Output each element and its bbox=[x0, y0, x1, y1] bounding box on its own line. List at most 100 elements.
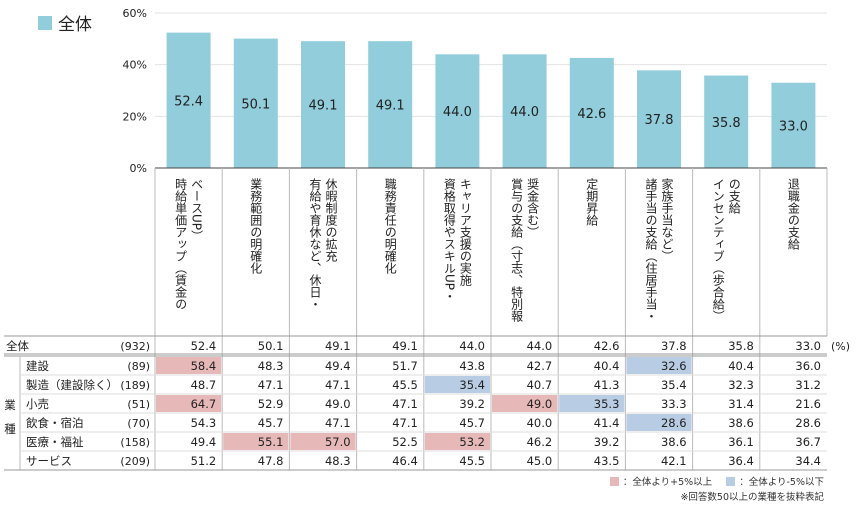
row-value: 31.2 bbox=[795, 378, 821, 392]
y-tick-label: 60% bbox=[123, 7, 147, 20]
bar bbox=[301, 41, 345, 168]
industry-group-label: 業 bbox=[4, 398, 16, 412]
row-value: 53.2 bbox=[459, 435, 485, 449]
legend-label: 全体 bbox=[58, 15, 92, 35]
row-label: サービス bbox=[26, 454, 72, 468]
row-value: 47.1 bbox=[392, 397, 418, 411]
highlight-cell-low bbox=[559, 395, 625, 412]
row-value: 64.7 bbox=[191, 397, 217, 411]
highlight-cell-high bbox=[156, 395, 222, 412]
footnote: ※回答数50以上の業種を抜粋表記 bbox=[680, 492, 824, 503]
row-value: 47.1 bbox=[325, 416, 351, 430]
row-value: 28.6 bbox=[661, 416, 687, 430]
row-label: 医療・福祉 bbox=[26, 435, 84, 449]
total-row-value: 42.6 bbox=[594, 339, 620, 353]
row-value: 51.2 bbox=[191, 454, 217, 468]
row-value: 39.2 bbox=[594, 435, 620, 449]
row-label: 製造（建設除く） bbox=[26, 378, 118, 392]
row-value: 52.5 bbox=[392, 435, 418, 449]
row-value: 43.8 bbox=[459, 359, 485, 373]
bar-value-label: 49.1 bbox=[309, 99, 338, 114]
total-row-value: 35.8 bbox=[728, 339, 754, 353]
row-value: 49.4 bbox=[191, 435, 217, 449]
industry-group-label: 種 bbox=[4, 422, 16, 436]
category-label: 職務責任の明確化 bbox=[383, 178, 397, 275]
row-value: 42.7 bbox=[527, 359, 553, 373]
low-swatch bbox=[726, 476, 736, 486]
row-n: (209) bbox=[120, 455, 150, 468]
y-tick-label: 0% bbox=[130, 162, 147, 175]
row-value: 49.0 bbox=[527, 397, 553, 411]
bar-value-label: 50.1 bbox=[241, 97, 270, 112]
category-label: インセンティブ（歩合給） bbox=[711, 178, 725, 322]
row-value: 34.4 bbox=[795, 454, 821, 468]
row-value: 40.7 bbox=[527, 378, 553, 392]
row-value: 49.4 bbox=[325, 359, 351, 373]
high-swatch bbox=[609, 476, 619, 486]
highlight-cell-high bbox=[223, 433, 289, 450]
y-tick-label: 40% bbox=[123, 59, 147, 72]
row-n: (51) bbox=[127, 398, 150, 411]
row-value: 31.4 bbox=[728, 397, 754, 411]
row-value: 32.3 bbox=[728, 378, 754, 392]
highlight-cell-low bbox=[424, 376, 490, 393]
row-value: 40.4 bbox=[594, 359, 620, 373]
row-value: 46.4 bbox=[392, 454, 418, 468]
bar bbox=[569, 57, 614, 169]
total-row-value: 37.8 bbox=[661, 339, 687, 353]
row-value: 45.7 bbox=[459, 416, 485, 430]
bar-value-label: 37.8 bbox=[645, 113, 674, 128]
row-label: 建設 bbox=[26, 359, 49, 373]
row-value: 41.4 bbox=[594, 416, 620, 430]
highlight-cell-high bbox=[290, 433, 356, 450]
row-value: 47.8 bbox=[258, 454, 284, 468]
row-value: 35.4 bbox=[661, 378, 687, 392]
row-value: 42.1 bbox=[661, 454, 687, 468]
row-value: 51.7 bbox=[392, 359, 418, 373]
row-n: (89) bbox=[127, 360, 150, 373]
row-value: 36.7 bbox=[795, 435, 821, 449]
total-row-n: (932) bbox=[120, 340, 150, 353]
highlight-cell-low bbox=[626, 357, 692, 374]
category-label: 退職金の支給 bbox=[786, 178, 800, 250]
row-value: 49.0 bbox=[325, 397, 351, 411]
total-row-value: 44.0 bbox=[527, 339, 553, 353]
category-label: 休暇制度の拡充 bbox=[324, 178, 338, 263]
row-value: 35.4 bbox=[459, 378, 485, 392]
bar-value-label: 52.4 bbox=[174, 94, 203, 109]
category-label: 奨金含む） bbox=[526, 178, 540, 238]
row-value: 41.3 bbox=[594, 378, 620, 392]
category-label: 定期昇給 bbox=[585, 177, 599, 226]
highlight-cell-high bbox=[424, 433, 490, 450]
legend-notes: ：全体より+5%以上 ：全体より-5%以下 bbox=[609, 474, 824, 488]
chart-legend: 全体 bbox=[38, 10, 92, 35]
category-label: の支給 bbox=[727, 178, 741, 214]
row-value: 45.5 bbox=[392, 378, 418, 392]
category-label: キャリア支援の実施 bbox=[458, 178, 472, 286]
row-value: 48.3 bbox=[258, 359, 284, 373]
row-value: 45.5 bbox=[459, 454, 485, 468]
row-value: 38.6 bbox=[661, 435, 687, 449]
total-row-label: 全体 bbox=[6, 339, 29, 353]
highlight-cell-high bbox=[492, 395, 558, 412]
category-label: 家族手当など） bbox=[660, 177, 674, 262]
category-label: 業務範囲の明確化 bbox=[249, 178, 263, 275]
row-value: 40.4 bbox=[728, 359, 754, 373]
row-value: 36.0 bbox=[795, 359, 821, 373]
row-value: 47.1 bbox=[325, 378, 351, 392]
row-label: 飲食・宿泊 bbox=[26, 416, 84, 430]
row-label: 小売 bbox=[26, 397, 49, 411]
row-value: 54.3 bbox=[191, 416, 217, 430]
unit-label: (%) bbox=[831, 340, 850, 353]
bar-value-label: 44.0 bbox=[510, 105, 539, 120]
row-value: 52.9 bbox=[258, 397, 284, 411]
row-value: 58.4 bbox=[191, 359, 217, 373]
row-value: 55.1 bbox=[258, 435, 284, 449]
total-row-value: 50.1 bbox=[258, 339, 284, 353]
row-n: (158) bbox=[120, 436, 150, 449]
category-label: 諸手当の支給（住居手当・ bbox=[644, 177, 658, 322]
highlight-cell-high bbox=[156, 357, 222, 374]
bar-value-label: 35.8 bbox=[712, 116, 741, 131]
row-value: 36.4 bbox=[728, 454, 754, 468]
